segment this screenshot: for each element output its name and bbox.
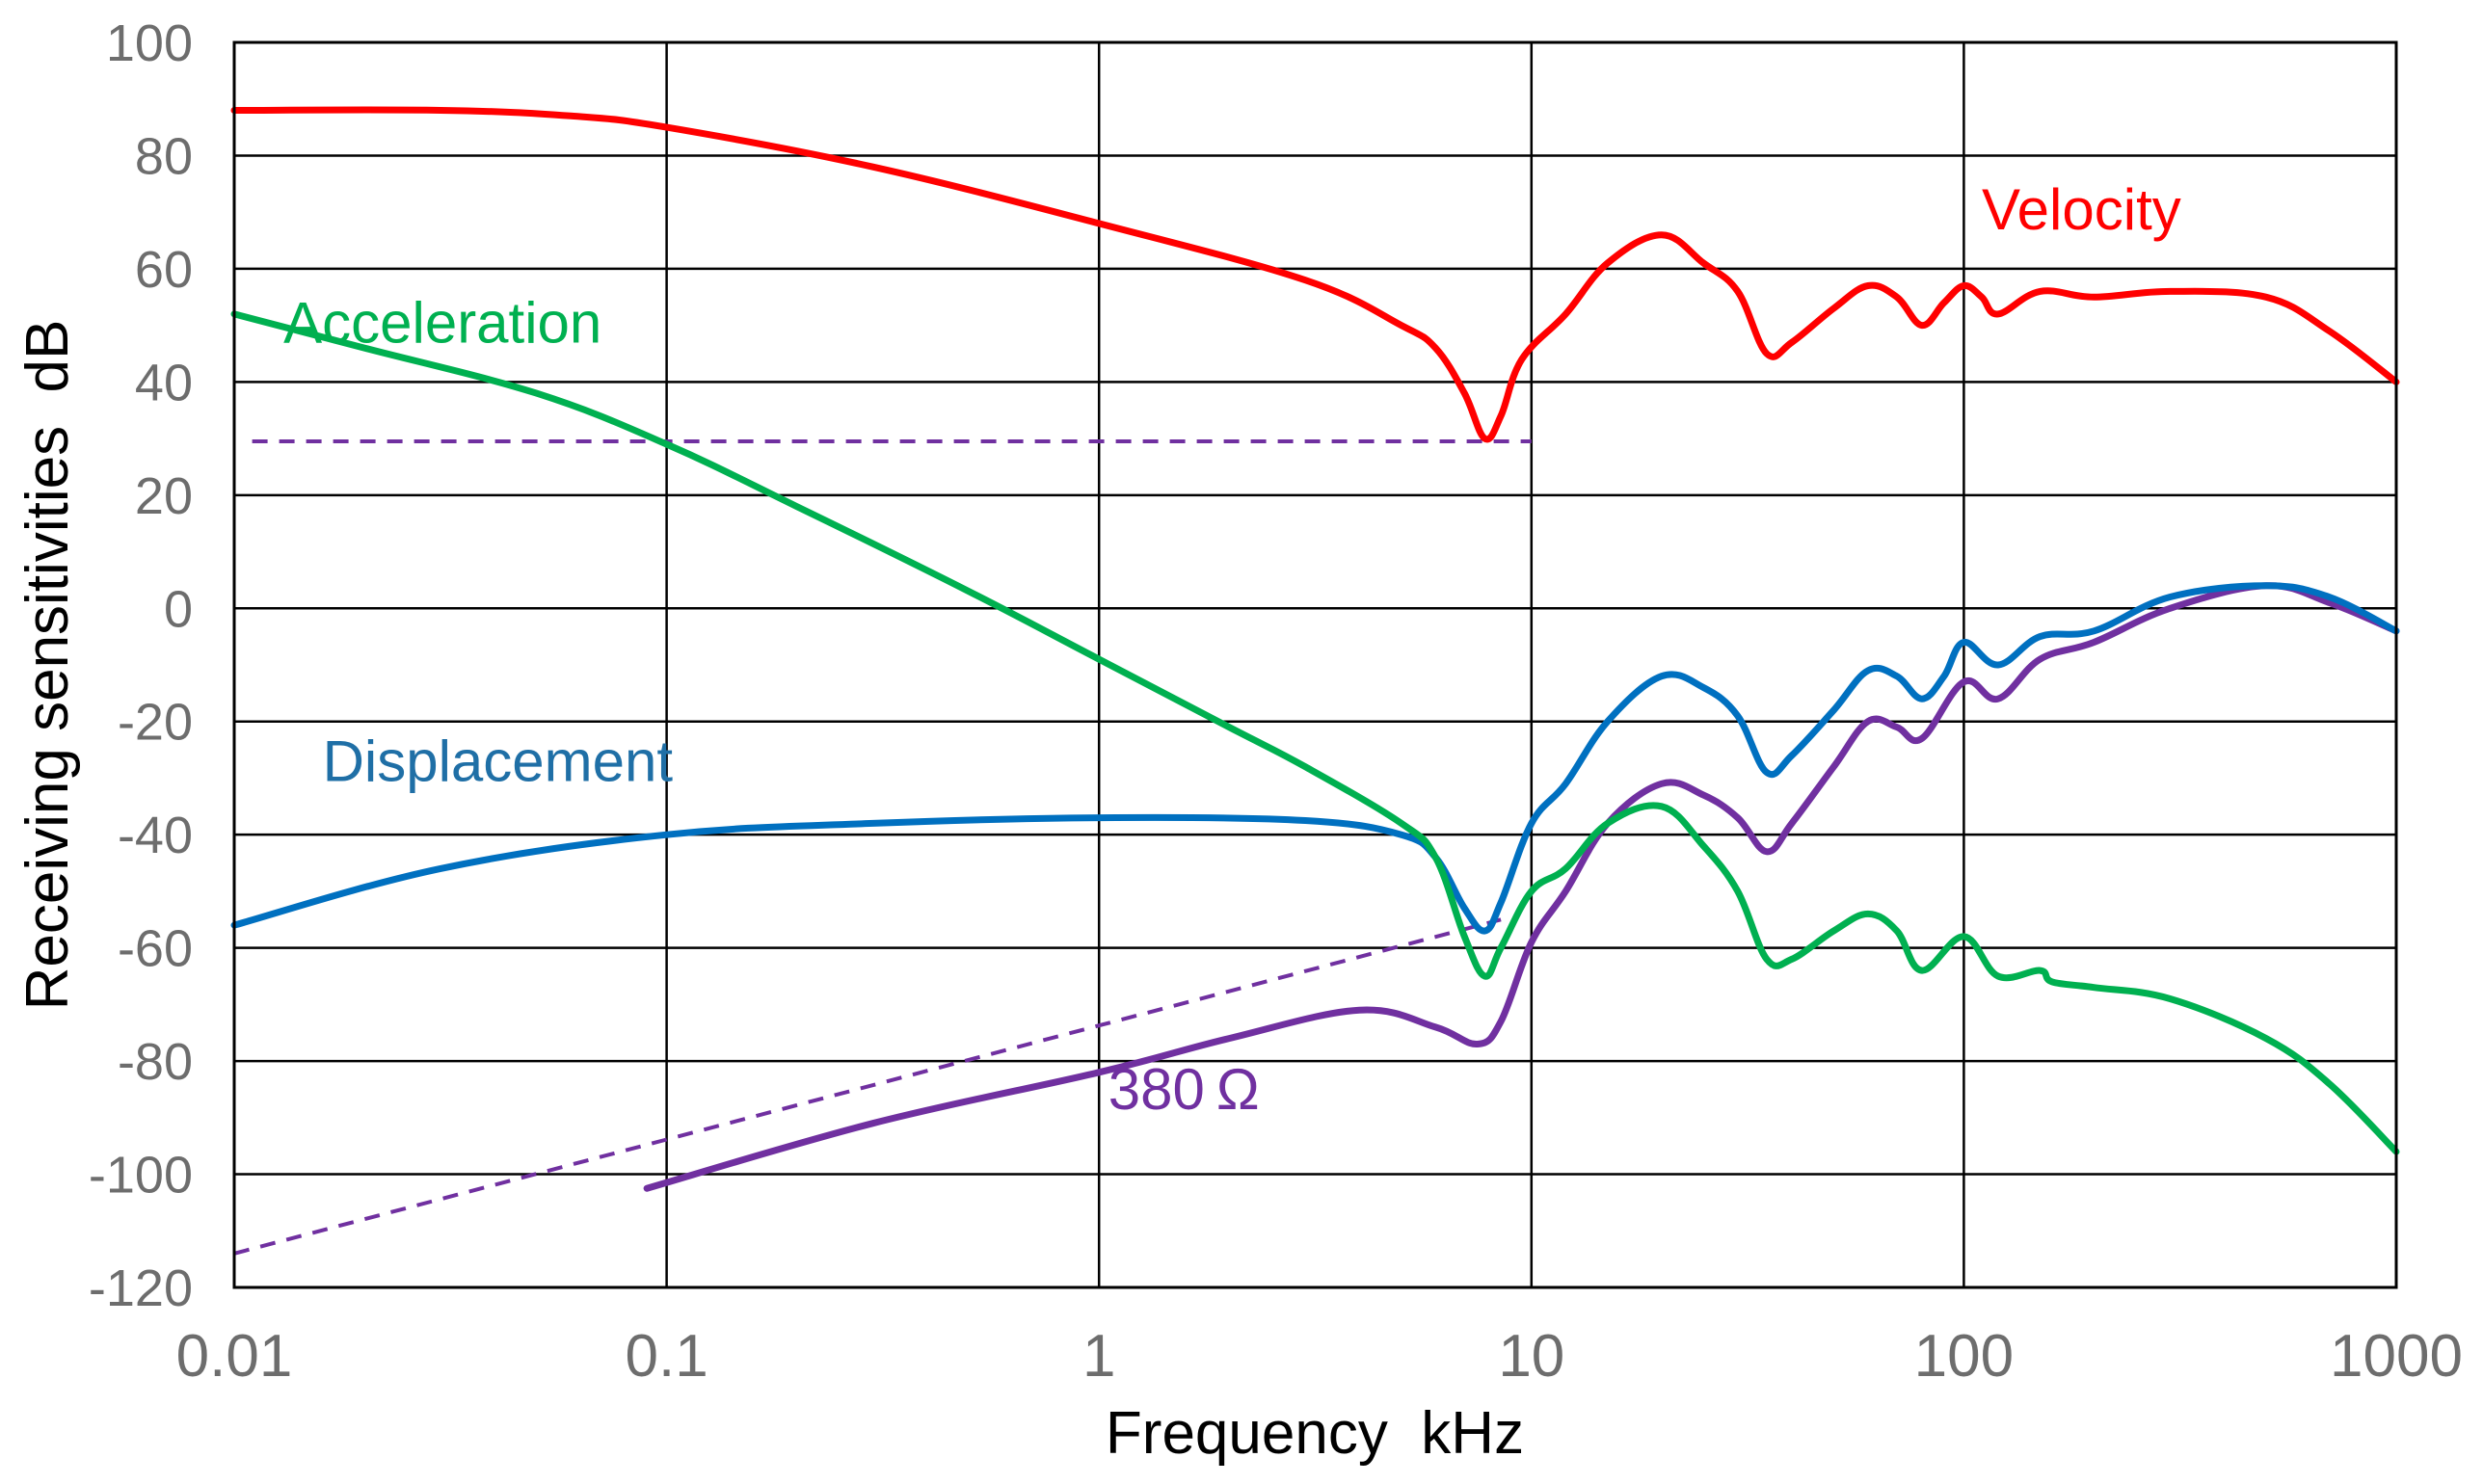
series-lines [230,106,2400,1256]
x-tick-label: 0.01 [176,1323,293,1390]
series-line-displacement [230,582,2400,935]
x-tick-label: 1 [1082,1323,1115,1390]
grid [232,40,2398,1289]
series-label-velocity: Velocity [1982,177,2181,242]
series-line-380 [643,582,2400,1192]
y-tick-label: 40 [135,354,193,411]
y-tick-labels: 100 80 60 40 20 0 -20 -40 -60 -80 -100 -120 [89,14,193,1317]
y-tick-label: -100 [89,1147,193,1205]
series-line-380-ohm-dashed-reference [233,917,1502,1256]
series-line-velocity [230,106,2400,443]
x-tick-label: 10 [1498,1323,1564,1390]
y-tick-label: 20 [135,467,193,525]
y-tick-label: 100 [106,14,193,72]
y-tick-label: -40 [118,807,193,864]
series-labels: Velocity Acceleration Displacement 380 Ω [283,177,2181,1122]
x-tick-label: 100 [1914,1323,2014,1390]
y-tick-label: 0 [164,580,193,638]
y-tick-label: 80 [135,127,193,185]
y-axis-title: Receiving sensitivities dB [14,320,81,1011]
y-tick-label: -20 [118,694,193,752]
series-line-acceleration [230,310,2400,1155]
y-tick-label: -60 [118,920,193,978]
x-axis-title: Frequency kHz [1106,1400,1524,1467]
plot-frame [232,40,2398,1289]
series-label-380: 380 Ω [1108,1057,1260,1122]
x-tick-label: 0.1 [625,1323,708,1390]
series-label-acceleration: Acceleration [283,290,601,355]
y-tick-label: 60 [135,241,193,299]
y-tick-label: -120 [89,1259,193,1317]
x-tick-labels: 0.01 0.1 1 10 100 1000 [176,1323,2463,1390]
series-label-displacement: Displacement [323,729,674,793]
y-tick-label: -80 [118,1033,193,1091]
x-tick-label: 1000 [2330,1323,2463,1390]
